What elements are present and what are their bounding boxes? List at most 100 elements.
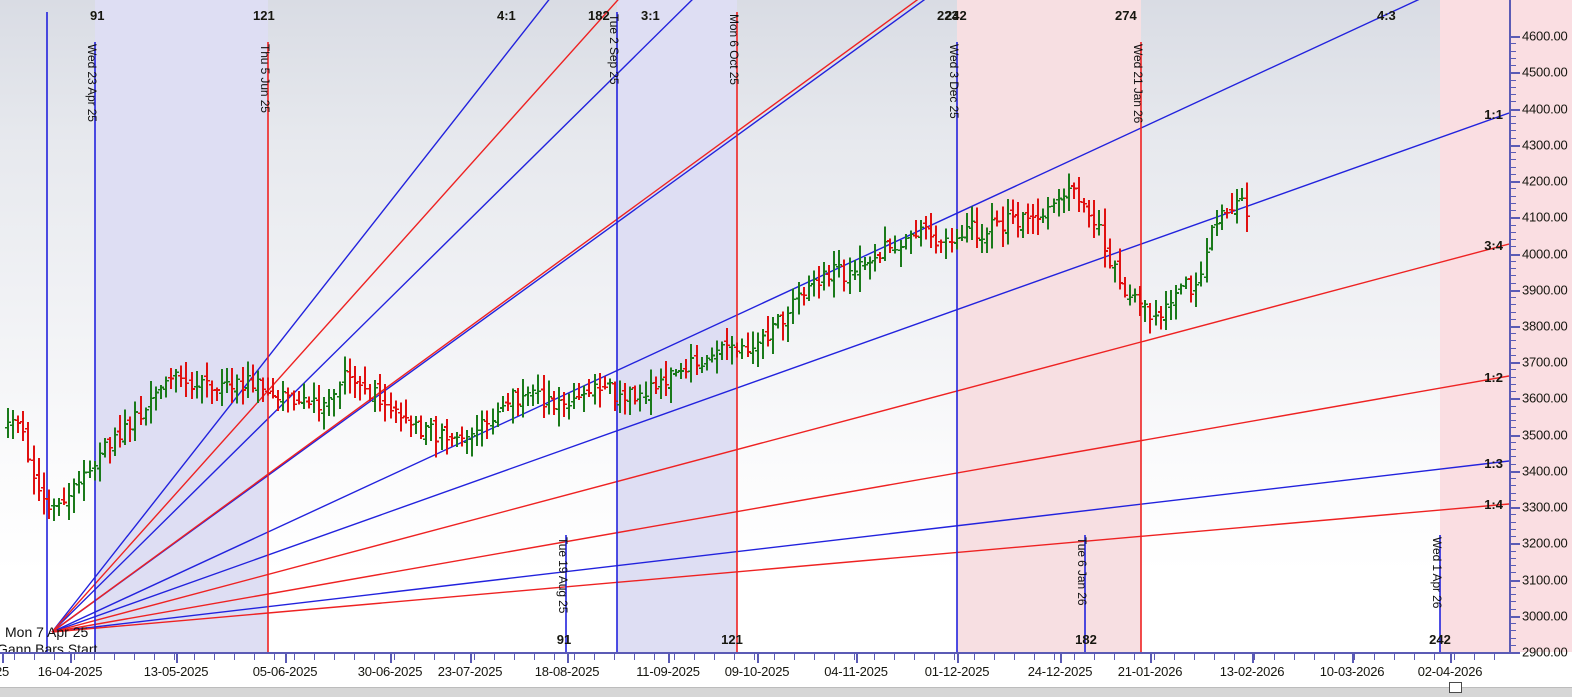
- ohlc-bar: [570, 383, 578, 410]
- ohlc-bar: [1095, 209, 1103, 236]
- price-tick-label: 3700.00: [1522, 354, 1568, 370]
- price-tick-minor: [1509, 572, 1516, 574]
- ohlc-bar: [468, 427, 476, 457]
- price-tick-minor: [1509, 478, 1516, 480]
- ohlc-bar: [60, 487, 68, 505]
- date-tick-minor: [834, 654, 835, 660]
- ohlc-bar: [1223, 208, 1231, 219]
- price-tick-label: 2900.00: [1522, 644, 1568, 660]
- vertical-line-date-label: Wed 1 Apr 26: [1430, 537, 1444, 609]
- date-tick-minor: [394, 654, 395, 660]
- vertical-line-date-label: Wed 21 Jan 26: [1131, 44, 1145, 124]
- ohlc-bar: [886, 238, 894, 253]
- price-tick-minor: [1509, 297, 1516, 299]
- ohlc-bar: [1080, 198, 1088, 213]
- ohlc-bar: [366, 383, 374, 402]
- date-tick: [1150, 654, 1152, 663]
- price-tick-label: 4600.00: [1522, 28, 1568, 44]
- ohlc-bar: [728, 336, 736, 365]
- date-tick-minor: [1474, 654, 1475, 660]
- price-tick-minor: [1509, 268, 1516, 270]
- ohlc-bar: [1233, 188, 1241, 224]
- ohlc-bar: [458, 426, 466, 447]
- price-axis[interactable]: 4600.00 4500.00 4400.00 4300.00 4200.00 4100.…: [1509, 0, 1572, 660]
- price-tick-minor: [1509, 166, 1516, 168]
- ohlc-bar: [1111, 260, 1119, 283]
- ohlc-bar: [545, 380, 553, 415]
- price-tick-label: 3100.00: [1522, 572, 1568, 588]
- price-tick: [1509, 362, 1520, 365]
- ohlc-bar: [840, 259, 848, 292]
- date-tick: [1060, 654, 1062, 663]
- ohlc-bar: [167, 367, 175, 389]
- ohlc-bar: [519, 378, 527, 418]
- chart-plot-area[interactable]: 91 121 4:1 182 3:1 223 242 274 4:3 1:1 3:4 1:2 1:3 1…: [0, 0, 1509, 652]
- price-tick: [1509, 434, 1520, 437]
- date-tick-minor: [1014, 654, 1015, 660]
- date-tick-minor: [734, 654, 735, 660]
- ohlc-bar: [779, 311, 787, 341]
- date-tick-minor: [1354, 654, 1355, 660]
- fan-line-red-1to4[interactable]: [51, 503, 1509, 633]
- resize-handle-icon[interactable]: [1449, 682, 1462, 693]
- price-tick: [1509, 36, 1520, 39]
- fan-line-red-2[interactable]: [51, 0, 928, 633]
- fan-line-blue-4to3[interactable]: [51, 0, 1435, 633]
- ohlc-bar: [463, 429, 471, 455]
- ohlc-bar: [397, 402, 405, 432]
- zone-apr-2026: [1440, 0, 1509, 652]
- price-tick: [1509, 579, 1520, 582]
- ohlc-bar: [157, 384, 165, 400]
- ohlc-bar: [152, 386, 160, 411]
- fan-line-blue-1to1[interactable]: [51, 112, 1509, 633]
- price-tick-label: 3900.00: [1522, 282, 1568, 298]
- price-tick-minor: [1509, 594, 1516, 596]
- ohlc-bar: [14, 415, 22, 434]
- ohlc-bar: [754, 332, 762, 368]
- ohlc-bar: [667, 367, 675, 403]
- date-tick-minor: [294, 654, 295, 660]
- ohlc-bar: [723, 327, 731, 361]
- fan-ratio-label: 1:3: [1484, 456, 1503, 471]
- ohlc-bar: [835, 249, 843, 278]
- top-marker-label: 4:3: [1377, 8, 1396, 23]
- date-tick-label: 18-08-2025: [534, 664, 600, 679]
- price-tick: [1509, 398, 1520, 401]
- price-tick-minor: [1509, 333, 1516, 335]
- price-tick-minor: [1509, 202, 1516, 204]
- fan-line-red-1to2[interactable]: [51, 375, 1509, 633]
- ohlc-bar: [1044, 196, 1052, 230]
- ohlc-bar: [499, 395, 507, 412]
- price-tick-minor: [1509, 173, 1516, 175]
- date-tick-label: 01-12-2025: [924, 664, 990, 679]
- ohlc-bar: [387, 392, 395, 419]
- ohlc-bar: [315, 385, 323, 422]
- gann-bars-start-label: Gann Bars Start: [0, 641, 98, 652]
- ohlc-bar: [24, 421, 32, 463]
- date-tick-label: 11-09-2025: [636, 664, 700, 679]
- ohlc-bar: [509, 388, 517, 424]
- price-tick-minor: [1509, 514, 1516, 516]
- fan-line-blue-3to1[interactable]: [51, 0, 700, 633]
- fan-line-red-3to4[interactable]: [51, 243, 1509, 633]
- bottom-marker-label: 121: [721, 632, 743, 647]
- ohlc-bar: [1208, 224, 1216, 251]
- date-tick-minor: [34, 654, 35, 660]
- ohlc-bar: [264, 377, 272, 396]
- date-tick: [70, 654, 72, 663]
- ohlc-bar: [1228, 192, 1236, 215]
- fan-line-red-1[interactable]: [51, 0, 625, 633]
- date-tick-minor: [994, 654, 995, 660]
- ohlc-bar: [1004, 199, 1012, 245]
- price-tick-minor: [1509, 246, 1516, 248]
- ohlc-bar: [927, 212, 935, 248]
- ohlc-bar: [1121, 277, 1129, 298]
- fan-line-blue-4to1[interactable]: [51, 0, 555, 633]
- fan-line-blue-1to3[interactable]: [51, 460, 1509, 633]
- price-tick-minor: [1509, 304, 1516, 306]
- ohlc-bar: [550, 391, 558, 415]
- ohlc-bar: [116, 415, 124, 448]
- ohlc-bar: [642, 381, 650, 405]
- ohlc-bar: [698, 356, 706, 373]
- price-tick-minor: [1509, 557, 1516, 559]
